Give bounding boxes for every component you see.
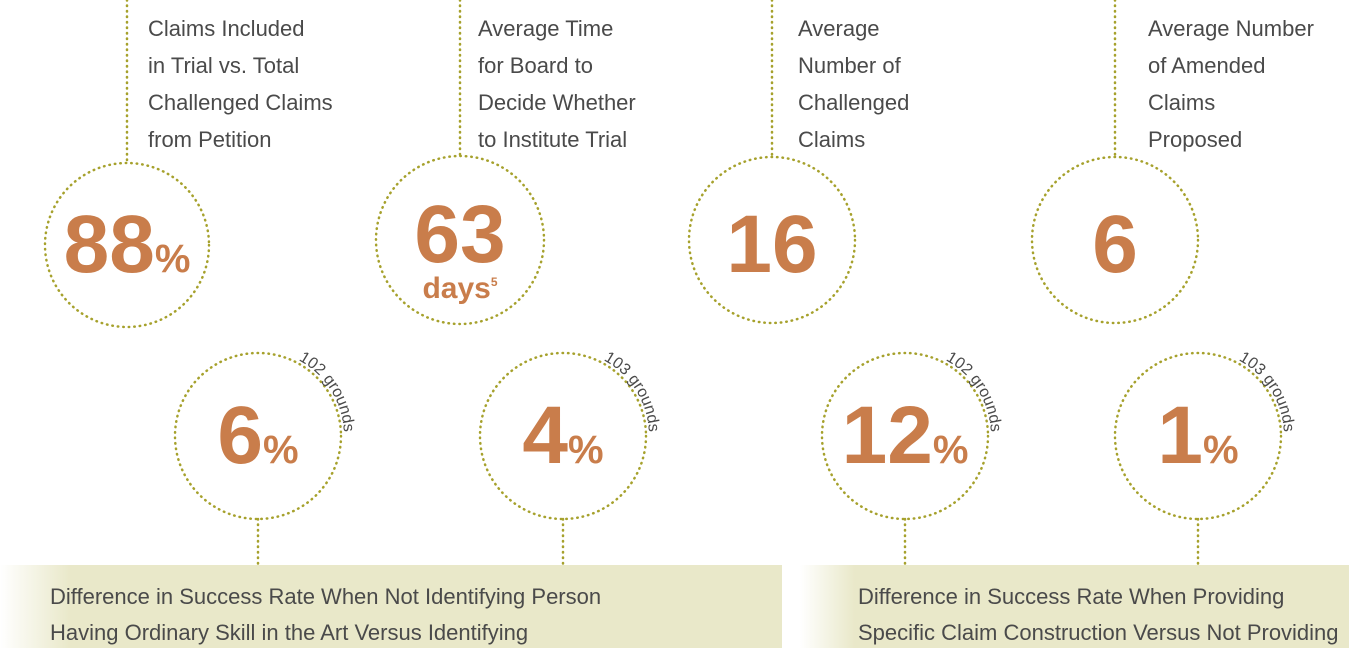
unit: % bbox=[155, 237, 191, 281]
label: Claims Included bbox=[148, 16, 305, 41]
value-group: 6 bbox=[1092, 199, 1138, 290]
label: Challenged bbox=[798, 90, 909, 115]
label: Decide Whether bbox=[478, 90, 636, 115]
box-text: Having Ordinary Skill in the Art Versus … bbox=[50, 620, 528, 645]
unit: % bbox=[568, 428, 604, 472]
side-label: 103 grounds bbox=[1236, 349, 1297, 433]
label: Claims bbox=[798, 127, 865, 152]
value: 1 bbox=[1157, 390, 1203, 481]
value: 6 bbox=[217, 390, 263, 481]
label: Proposed bbox=[1148, 127, 1242, 152]
label: Average bbox=[798, 16, 880, 41]
unit: % bbox=[263, 428, 299, 472]
label: of Amended bbox=[1148, 53, 1265, 78]
value-group: 16 bbox=[726, 199, 817, 290]
label: to Institute Trial bbox=[478, 127, 627, 152]
label: Challenged Claims bbox=[148, 90, 333, 115]
value-group: 6% bbox=[217, 390, 298, 481]
value: 4 bbox=[522, 390, 568, 481]
circle bbox=[173, 351, 343, 521]
label: Number of bbox=[798, 53, 902, 78]
side-label: 103 grounds bbox=[601, 349, 662, 433]
circle bbox=[687, 155, 857, 325]
side-label: 102 grounds bbox=[943, 349, 1004, 433]
unit: days bbox=[422, 272, 490, 305]
circle bbox=[1030, 155, 1200, 325]
side-label-group: 103 grounds bbox=[1236, 349, 1297, 433]
value-group: 12% bbox=[842, 390, 969, 481]
side-label-group: 102 grounds bbox=[943, 349, 1004, 433]
box-text: Specific Claim Construction Versus Not P… bbox=[858, 620, 1339, 645]
value-group: 88% bbox=[64, 199, 191, 290]
value: 6 bbox=[1092, 199, 1138, 290]
value: 88 bbox=[64, 199, 155, 290]
label: Average Number bbox=[1148, 16, 1314, 41]
circle bbox=[820, 351, 990, 521]
value: 12 bbox=[842, 390, 933, 481]
text-box bbox=[0, 565, 782, 648]
circle bbox=[478, 351, 648, 521]
label: Claims bbox=[1148, 90, 1215, 115]
side-label-group: 103 grounds bbox=[601, 349, 662, 433]
footnote: 5 bbox=[491, 275, 498, 289]
value: 16 bbox=[726, 199, 817, 290]
side-label-group: 102 grounds bbox=[296, 349, 357, 433]
value: 63 bbox=[414, 189, 505, 280]
unit: % bbox=[1203, 428, 1239, 472]
box-text: Difference in Success Rate When Not Iden… bbox=[50, 584, 601, 609]
circle bbox=[374, 154, 546, 326]
label: for Board to bbox=[478, 53, 593, 78]
label: in Trial vs. Total bbox=[148, 53, 299, 78]
circle bbox=[1113, 351, 1283, 521]
unit-group: days5 bbox=[422, 272, 497, 305]
circle bbox=[43, 161, 211, 329]
label: Average Time bbox=[478, 16, 613, 41]
side-label: 102 grounds bbox=[296, 349, 357, 433]
value-group: 4% bbox=[522, 390, 603, 481]
value-group: 1% bbox=[1157, 390, 1238, 481]
label: from Petition bbox=[148, 127, 272, 152]
unit: % bbox=[933, 428, 969, 472]
box-text: Difference in Success Rate When Providin… bbox=[858, 584, 1284, 609]
text-box bbox=[800, 565, 1349, 648]
